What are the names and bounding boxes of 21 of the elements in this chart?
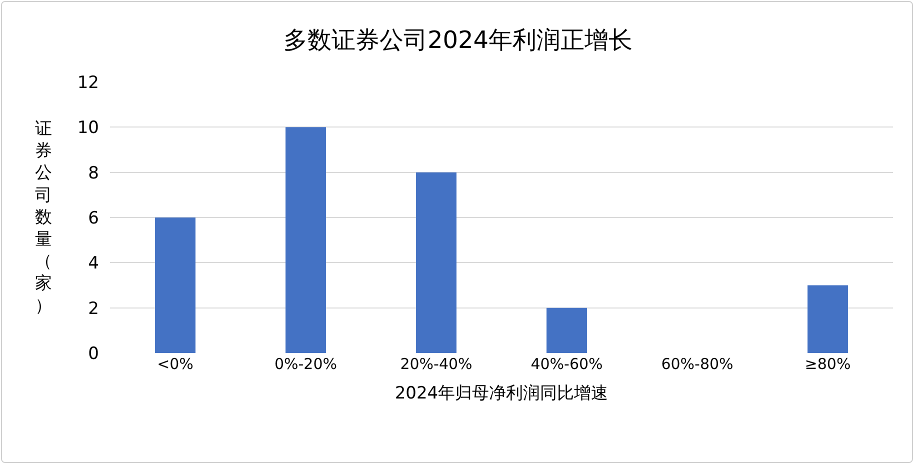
text: 证券公司数量（家） [35,119,52,316]
bar [808,285,848,353]
bar [416,172,456,353]
bar [155,218,196,353]
y-tick-label: 8 [88,163,99,184]
y-tick-label: 10 [77,118,99,138]
x-tick-label: 20%-40% [400,355,472,373]
x-tick-label: 40%-60% [530,355,603,373]
x-tick-label: 60%-80% [661,355,734,373]
y-tick-label: 4 [88,254,99,274]
y-tick-label: 2 [88,298,99,319]
x-tick-label: <0% [157,355,194,373]
chart-title: 多数证券公司2024年利润正增长 [283,26,633,54]
y-tick-label: 12 [77,72,99,93]
x-tick-label: 0%-20% [274,355,338,373]
bar [286,127,326,353]
y-tick-label: 0 [88,344,99,364]
y-tick-label: 6 [88,208,99,228]
x-tick-label: ≥80% [804,355,851,373]
x-axis-title: 2024年归母净利润同比增速 [394,383,608,404]
bar [546,308,587,353]
